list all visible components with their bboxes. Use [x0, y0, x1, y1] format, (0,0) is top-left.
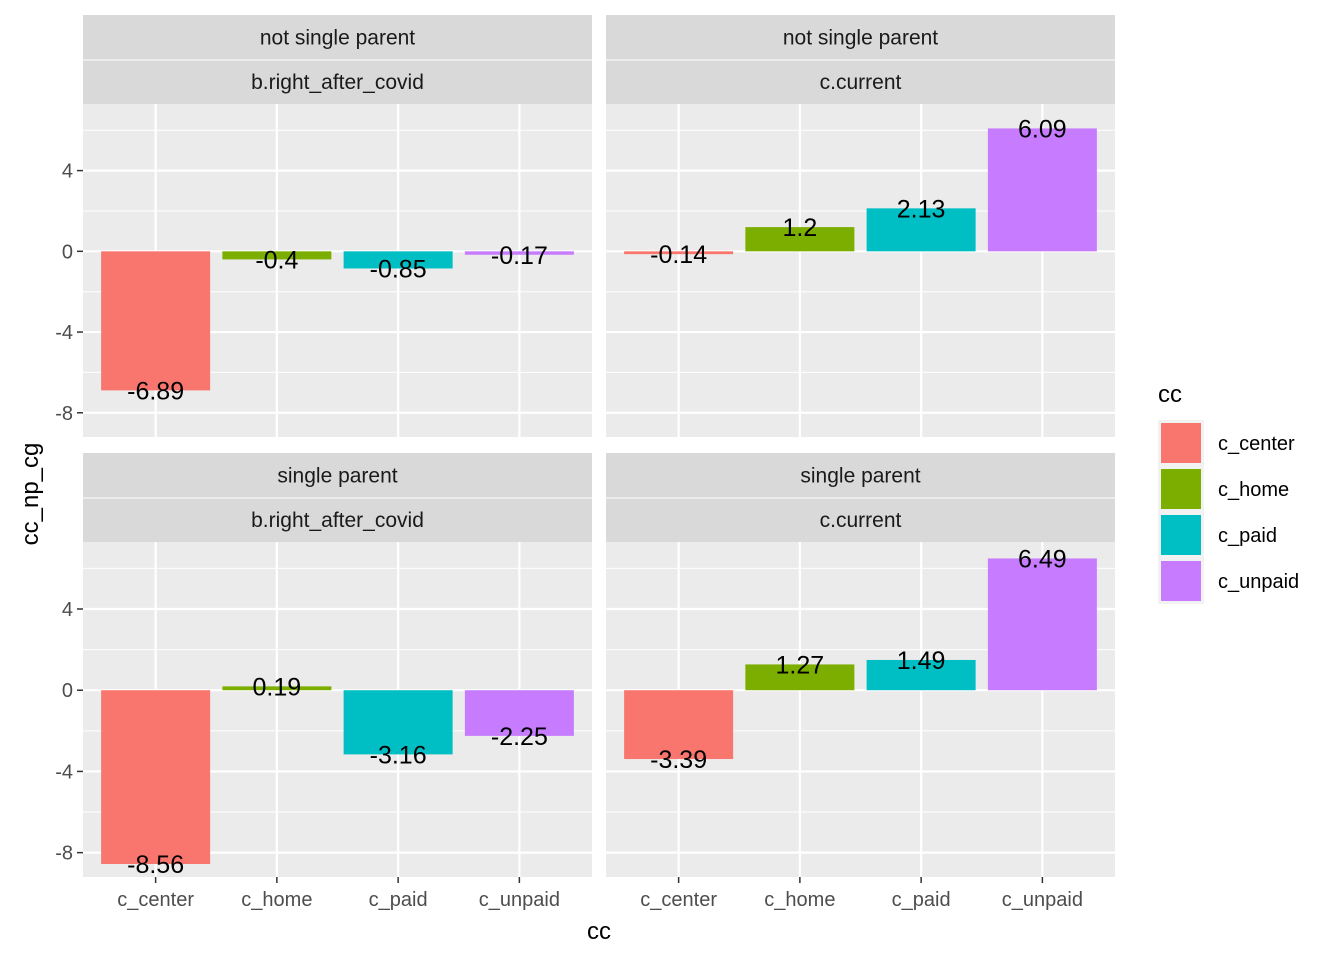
bar-c-home [745, 227, 855, 252]
bar-value-label: -0.85 [370, 255, 427, 283]
panels: not single parent b.right_after_covid -6.8… [83, 15, 1115, 879]
facet-panel: single parent b.right_after_covid -8.56 0.1… [83, 453, 592, 879]
x-tick-label: c_home [764, 889, 835, 911]
bar-value-label: 1.49 [897, 647, 946, 675]
legend: cc c_center c_home c_paid c_unpaid [1158, 381, 1299, 604]
bar-c-home [745, 664, 855, 691]
bar-c-unpaid [987, 128, 1097, 252]
bar-c-center [624, 251, 734, 255]
y-tick-label: 0 [62, 241, 73, 263]
bar-c-paid [866, 208, 976, 252]
facet-label-period: c.current [820, 71, 902, 94]
legend-label: c_paid [1218, 525, 1277, 547]
facet-label-parent-status: single parent [800, 465, 920, 488]
bar-c-unpaid [464, 690, 574, 736]
facet-strip-bottom [83, 498, 592, 542]
bar-c-paid [866, 659, 976, 691]
facet-strip-top [606, 453, 1115, 498]
bar-value-label: -6.89 [127, 377, 184, 405]
legend-swatch-c-home [1161, 469, 1201, 509]
legend-swatch-c-unpaid [1161, 561, 1201, 601]
bar-value-label: 6.09 [1018, 115, 1067, 143]
bar-value-label: -0.4 [255, 246, 298, 274]
legend-label: c_center [1218, 433, 1295, 455]
y-tick-label: -4 [55, 761, 73, 783]
facet-panel: single parent c.current -3.39 1.27 1.49 6.49 [606, 453, 1115, 877]
bar-c-paid [343, 690, 453, 755]
legend-title: cc [1158, 381, 1182, 408]
bar-value-label: -3.16 [370, 741, 427, 769]
facet-panel: not single parent c.current -0.14 1.2 2.13 6.… [606, 15, 1115, 437]
bar-c-unpaid [464, 251, 574, 255]
y-tick-label: -8 [55, 843, 73, 865]
x-tick-label: c_center [640, 889, 717, 911]
bar-c-center [101, 690, 211, 865]
y-tick-label: 4 [62, 599, 73, 621]
bar-c-center [624, 690, 734, 760]
facet-strip-bottom [606, 60, 1115, 104]
x-tick-label: c_unpaid [479, 889, 560, 911]
y-tick-label: -4 [55, 322, 73, 344]
facet-label-period: b.right_after_covid [251, 509, 424, 532]
bar-value-label: -0.14 [650, 241, 707, 269]
bar-c-home [222, 251, 332, 260]
x-tick-label: c_home [241, 889, 312, 911]
legend-label: c_unpaid [1218, 571, 1299, 593]
bar-value-label: 0.19 [253, 673, 302, 701]
x-axis-title: cc [587, 918, 611, 945]
facet-strip-bottom [606, 498, 1115, 542]
bar-c-unpaid [987, 558, 1097, 691]
y-tick-label: 0 [62, 680, 73, 702]
bar-value-label: -2.25 [491, 723, 548, 751]
facet-label-parent-status: not single parent [783, 27, 938, 50]
bar-value-label: -8.56 [127, 851, 184, 879]
y-tick-label: 4 [62, 161, 73, 183]
bar-value-label: 1.2 [782, 214, 817, 242]
x-tick-label: c_paid [369, 889, 428, 911]
facet-label-parent-status: not single parent [260, 27, 415, 50]
y-axis-title: cc_np_cg [17, 443, 44, 546]
facet-strip-bottom [83, 60, 592, 104]
bar-c-home [222, 686, 332, 691]
x-tick-label: c_paid [892, 889, 951, 911]
y-tick-label: -8 [55, 403, 73, 425]
facet-panel: not single parent b.right_after_covid -6.8… [83, 15, 592, 437]
bar-value-label: -3.39 [650, 746, 707, 774]
facet-strip-top [606, 15, 1115, 60]
bar-c-paid [343, 251, 453, 269]
facet-strip-top [83, 453, 592, 498]
facet-label-period: b.right_after_covid [251, 71, 424, 94]
x-tick-label: c_center [117, 889, 194, 911]
bar-value-label: 1.27 [776, 651, 825, 679]
legend-swatch-c-center [1161, 423, 1201, 463]
facet-label-parent-status: single parent [277, 465, 397, 488]
facet-strip-top [83, 15, 592, 60]
bar-value-label: -0.17 [491, 242, 548, 270]
bar-c-center [101, 251, 211, 391]
facet-label-period: c.current [820, 509, 902, 532]
bar-value-label: 2.13 [897, 195, 946, 223]
legend-swatch-c-paid [1161, 515, 1201, 555]
bar-value-label: 6.49 [1018, 545, 1067, 573]
axes: 4 0 -4 -8 4 0 -4 -8 c_center c_home c_paid c_unpaid… [55, 161, 1083, 911]
x-tick-label: c_unpaid [1002, 889, 1083, 911]
legend-label: c_home [1218, 479, 1289, 501]
